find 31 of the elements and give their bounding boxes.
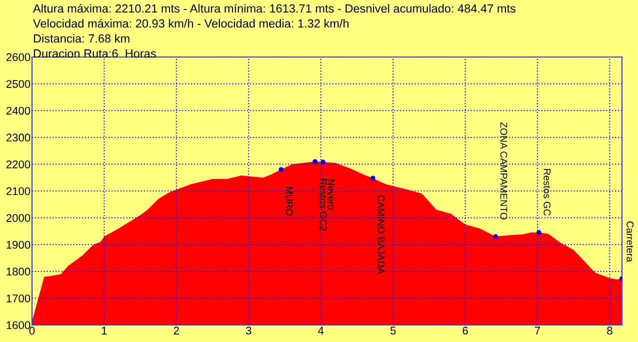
x-tick-label: 8 bbox=[607, 326, 612, 335]
y-tick-label: 2500 bbox=[6, 80, 30, 88]
annotation: Nevero bbox=[328, 180, 335, 210]
text: Altura máxima: 2210.21 mts - Altura mínima: 1613.71 mts - Desnivel acumulado: 484.47 mts bbox=[33, 4, 516, 13]
text: Velocidad máxima: 20.93 km/h - Velocidad media: 1.32 km/h bbox=[33, 18, 349, 28]
y-tick-label: 2300 bbox=[6, 134, 30, 142]
y-tick-label: 2000 bbox=[6, 214, 30, 222]
annotation: ZONA CAMPAMENTO bbox=[500, 122, 508, 220]
y-tick-label: 2200 bbox=[6, 160, 30, 168]
x-tick-label: 6 bbox=[462, 326, 468, 335]
annotation: Restos GC2 bbox=[320, 178, 327, 231]
x-tick-label: 5 bbox=[390, 326, 396, 335]
y-tick-label: 1900 bbox=[6, 240, 30, 249]
annotation: CAMINO BAJADA bbox=[378, 195, 384, 274]
x-tick-label: 1 bbox=[102, 326, 107, 334]
y-tick-label: 1600 bbox=[6, 321, 30, 330]
text: Distancia: 7.68 km bbox=[34, 34, 130, 43]
x-tick-label: 3 bbox=[246, 326, 252, 335]
x-tick-label: 4 bbox=[318, 326, 324, 334]
x-tick-label: 2 bbox=[174, 326, 179, 334]
y-tick-label: 2400 bbox=[6, 106, 30, 115]
annotation: Restos GC bbox=[544, 169, 551, 216]
y-tick-label: 2600 bbox=[6, 53, 30, 62]
y-tick-label: 1800 bbox=[6, 268, 30, 276]
x-tick-label: 0 bbox=[29, 326, 35, 335]
y-tick-label: 1700 bbox=[6, 294, 30, 302]
annotation: MURO bbox=[286, 187, 293, 216]
x-tick-label: 7 bbox=[534, 326, 540, 334]
y-tick-label: 2100 bbox=[6, 187, 30, 196]
annotation: Carretera bbox=[626, 221, 634, 262]
annotation: Duracion Ruta:6 Horas bbox=[34, 49, 156, 58]
